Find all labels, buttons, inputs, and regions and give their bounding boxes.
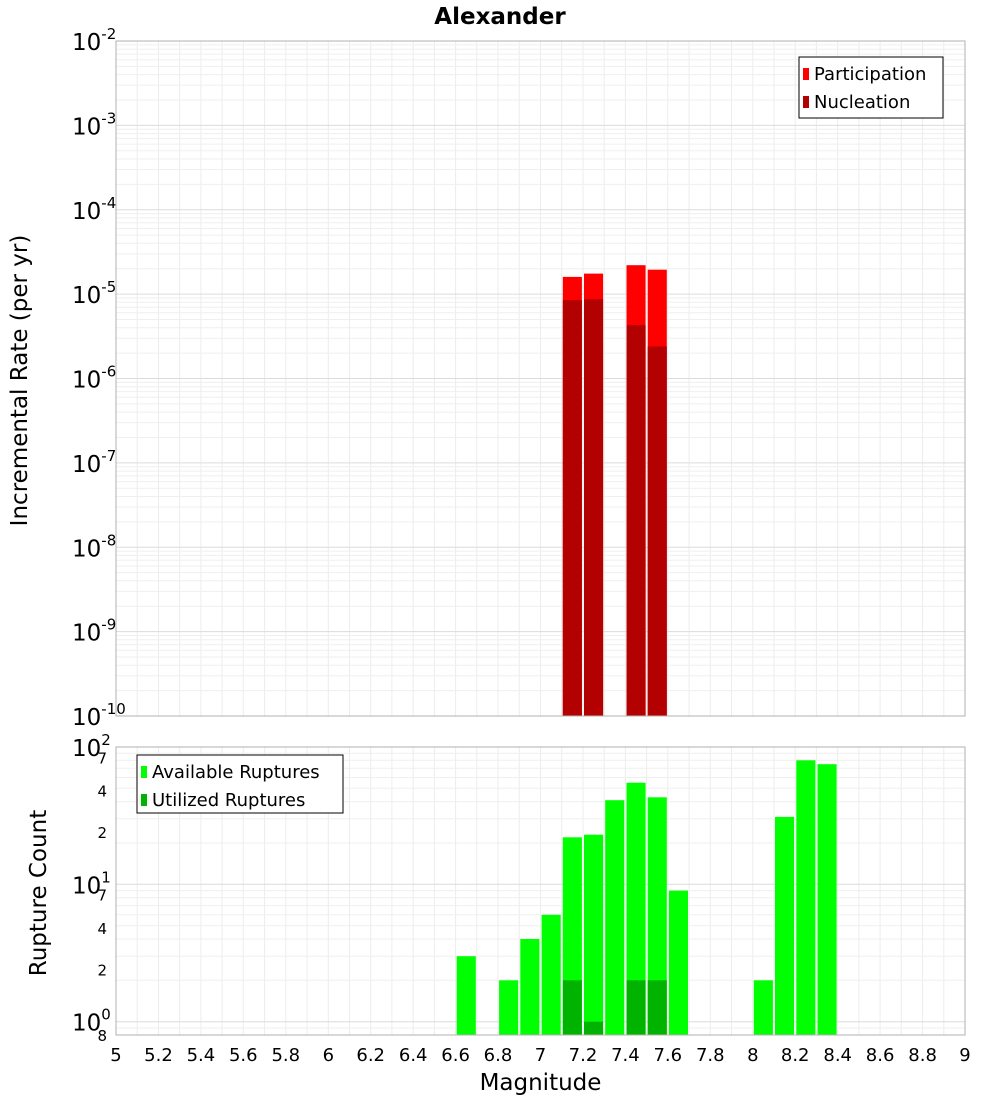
count-bar-s0-6 (605, 800, 625, 1035)
rate-y-axis-label: Incremental Rate (per yr) (7, 235, 33, 527)
x-tick-label: 8 (747, 1045, 758, 1066)
rate-plot-frame (115, 40, 966, 717)
x-axis-label: Magnitude (480, 1070, 602, 1096)
count-bar-s0-0 (456, 956, 476, 1035)
count-bar-s1-2 (626, 980, 646, 1035)
chart-title: Alexander (434, 4, 566, 30)
count-bar-s1-3 (647, 980, 667, 1035)
x-tick-label: 8.8 (908, 1045, 937, 1066)
rate-legend-box (798, 56, 944, 119)
magnitude-x-ticks: 5 5.2 5.4 5.6 5.8 6 6.2 6.4 6.6 6.8 7 7.2 7.4 7.6 7.8 8… (110, 1045, 970, 1066)
count-legend-label: Utilized Ruptures (152, 790, 305, 811)
rate-bar-s1-1 (584, 299, 604, 716)
x-tick-label: 7.8 (696, 1045, 725, 1066)
rate-legend-swatch (803, 96, 809, 108)
rate-plot: 10-10 10-9 10-8 10-7 10-6 10-5 10-4 10-3 10-2 Al… (7, 4, 966, 731)
rate-grid (115, 41, 966, 717)
count-bar-s0-3 (541, 914, 561, 1035)
count-legend-label: Available Ruptures (152, 762, 320, 783)
x-tick-label: 6.4 (399, 1045, 428, 1066)
count-bar-s1-0 (562, 980, 582, 1035)
x-tick-label: 7.4 (611, 1045, 640, 1066)
x-tick-label: 5.8 (271, 1045, 300, 1066)
x-tick-label: 7 (535, 1045, 546, 1066)
count-legend: Available Ruptures Utilized Ruptures (136, 754, 344, 814)
count-y-ticks: 100 101 102 8 2 4 7 2 4 7 (72, 731, 111, 1045)
count-y-minor-tick-label: 4 (97, 920, 107, 938)
rate-bar-s1-2 (626, 325, 646, 716)
x-tick-label: 8.6 (866, 1045, 895, 1066)
count-bar-s0-13 (817, 764, 837, 1035)
x-tick-label: 6 (323, 1045, 334, 1066)
count-bar-s0-12 (796, 760, 816, 1035)
x-tick-label: 7.6 (653, 1045, 682, 1066)
count-bar-s0-9 (668, 890, 688, 1035)
x-tick-label: 5.4 (187, 1045, 216, 1066)
rate-legend-label: Nucleation (814, 92, 910, 113)
x-tick-label: 8.2 (781, 1045, 810, 1066)
x-tick-label: 6.8 (484, 1045, 513, 1066)
rate-y-ticks: 10-10 10-9 10-8 10-7 10-6 10-5 10-4 10-3 10-2 (72, 25, 126, 731)
rate-y-tick-label: 10-10 (72, 700, 126, 731)
x-tick-label: 5.6 (229, 1045, 258, 1066)
count-y-minor-tick-label: 2 (97, 961, 107, 979)
rate-y-tick-label: 10-2 (72, 25, 116, 56)
count-bars (456, 760, 837, 1035)
rate-legend: Participation Nucleation (798, 56, 944, 119)
count-y-tick-label: 100 (72, 1006, 111, 1037)
count-bar-s0-8 (647, 797, 667, 1035)
rate-y-tick-label: 10-3 (72, 109, 116, 140)
count-plot-frame (115, 746, 966, 1036)
count-legend-swatch (141, 766, 147, 778)
count-y-minor-tick-label: 8 (97, 1027, 107, 1045)
rate-y-tick-label: 10-6 (72, 363, 116, 394)
count-y-minor-tick-label: 2 (97, 824, 107, 842)
count-bar-s0-11 (775, 816, 795, 1035)
x-tick-label: 8.4 (823, 1045, 852, 1066)
rate-y-tick-label: 10-5 (72, 278, 116, 309)
count-legend-swatch (141, 794, 147, 806)
count-y-axis-label: Rupture Count (26, 810, 52, 976)
x-tick-label: 6.6 (441, 1045, 470, 1066)
rate-legend-label: Participation (814, 64, 926, 85)
count-plot: 100 101 102 8 2 4 7 2 4 7 5 5.2 5.4 5.6 5.8 6 6.2 6.4 6.6… (26, 731, 971, 1096)
count-bar-s0-5 (584, 834, 604, 1035)
count-legend-box (136, 754, 344, 814)
rate-bars (562, 265, 667, 716)
count-y-tick-label: 102 (72, 731, 111, 762)
count-bar-s0-2 (520, 939, 540, 1035)
rate-y-tick-label: 10-4 (72, 194, 116, 225)
count-y-tick-label: 101 (72, 868, 111, 899)
rate-legend-swatch (803, 68, 809, 80)
rate-y-tick-label: 10-9 (72, 616, 116, 647)
x-tick-label: 5.2 (144, 1045, 173, 1066)
count-bar-s1-1 (584, 1021, 604, 1035)
x-tick-label: 5 (110, 1045, 121, 1066)
rate-y-tick-label: 10-7 (72, 447, 116, 478)
x-tick-label: 6.2 (356, 1045, 385, 1066)
rate-y-tick-label: 10-8 (72, 531, 116, 562)
count-y-minor-tick-label: 4 (97, 783, 107, 801)
count-y-minor-tick-label: 7 (97, 887, 107, 905)
count-bar-s0-7 (626, 782, 646, 1035)
rate-bar-s1-3 (647, 346, 667, 716)
count-bar-s0-1 (499, 980, 519, 1035)
x-tick-label: 7.2 (569, 1045, 598, 1066)
rate-bar-s1-0 (562, 300, 582, 716)
count-y-minor-tick-label: 7 (97, 749, 107, 767)
count-bar-s0-10 (753, 980, 773, 1035)
x-tick-label: 9 (959, 1045, 970, 1066)
